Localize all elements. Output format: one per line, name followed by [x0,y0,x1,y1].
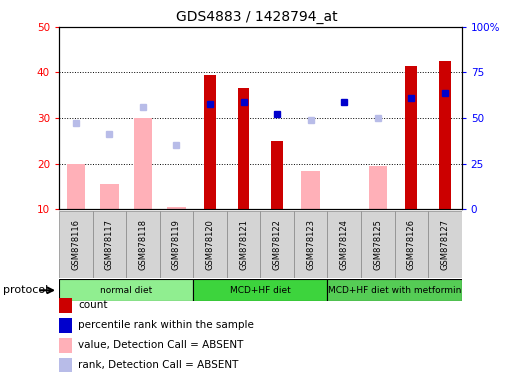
Bar [271,141,283,209]
Bar [160,211,193,278]
Bar [439,61,451,209]
Text: GSM878117: GSM878117 [105,219,114,270]
Text: GSM878118: GSM878118 [139,219,147,270]
Text: GSM878121: GSM878121 [239,219,248,270]
Bar [67,164,85,209]
Text: GSM878124: GSM878124 [340,219,349,270]
Bar [59,279,193,301]
Text: GSM878125: GSM878125 [373,219,382,270]
Text: count: count [78,300,108,310]
Bar [394,211,428,278]
Bar [193,211,227,278]
Bar [126,211,160,278]
Bar [100,184,119,209]
Bar [134,118,152,209]
Bar [428,211,462,278]
Bar [294,211,327,278]
Text: GSM878120: GSM878120 [206,219,214,270]
Text: GSM878119: GSM878119 [172,219,181,270]
Text: value, Detection Call = ABSENT: value, Detection Call = ABSENT [78,340,243,350]
Bar [368,166,387,209]
Bar [327,279,462,301]
Text: GDS4883 / 1428794_at: GDS4883 / 1428794_at [175,10,338,23]
Text: percentile rank within the sample: percentile rank within the sample [78,320,254,330]
Text: MCD+HF diet: MCD+HF diet [230,286,291,295]
Bar [361,211,394,278]
Bar [59,211,92,278]
Bar [204,75,216,209]
Bar [193,279,327,301]
Text: GSM878116: GSM878116 [71,219,80,270]
Text: GSM878126: GSM878126 [407,219,416,270]
Bar [405,66,417,209]
Text: MCD+HF diet with metformin: MCD+HF diet with metformin [328,286,461,295]
Text: normal diet: normal diet [100,286,152,295]
Bar [260,211,294,278]
Bar [227,211,260,278]
Bar [92,211,126,278]
Bar [167,207,186,209]
Bar [302,170,320,209]
Bar [327,211,361,278]
Text: protocol: protocol [3,285,48,295]
Bar [238,88,249,209]
Text: GSM878127: GSM878127 [441,219,449,270]
Text: GSM878122: GSM878122 [272,219,282,270]
Text: GSM878123: GSM878123 [306,219,315,270]
Text: rank, Detection Call = ABSENT: rank, Detection Call = ABSENT [78,360,239,370]
